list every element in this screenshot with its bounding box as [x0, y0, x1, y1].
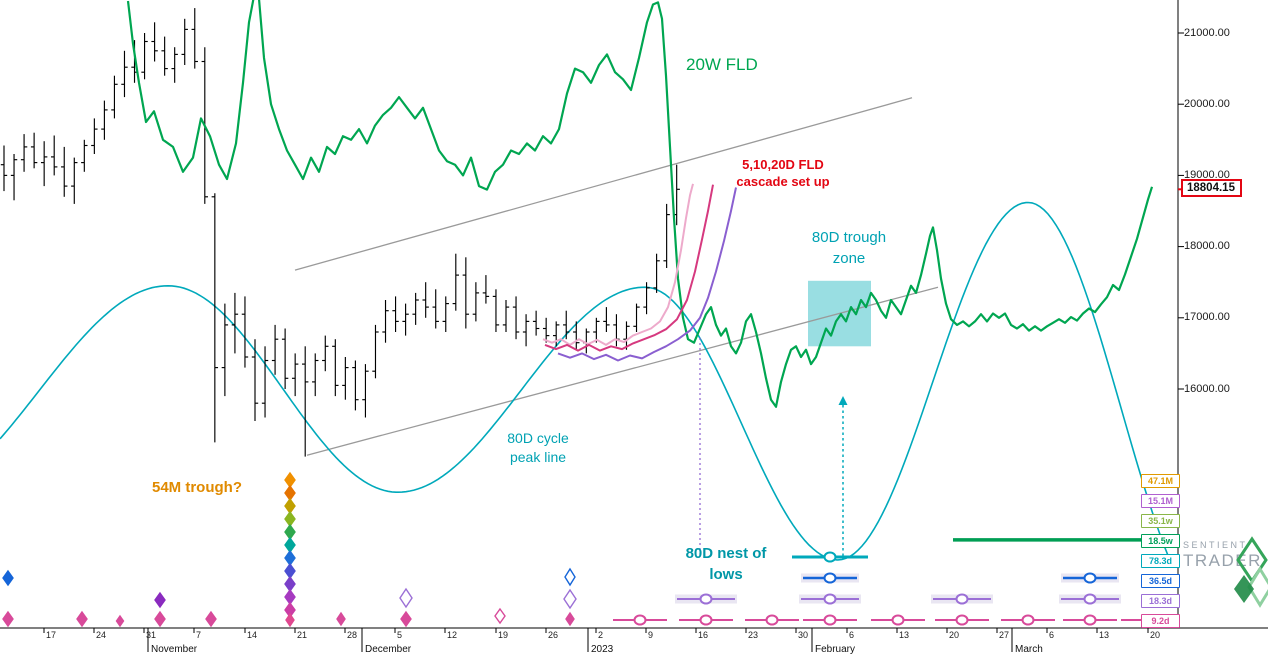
time-axis-tick-label: 20 [949, 630, 960, 640]
annotation-80d-nest-of-lows: 80D nest of lows [670, 543, 782, 585]
time-axis-month-label: December [365, 644, 412, 655]
time-axis-tick-label: 28 [347, 630, 358, 640]
price-axis-label: 17000.00 [1184, 311, 1230, 324]
fld-20w-line [126, 0, 1154, 408]
current-price-badge: 18804.15 [1181, 179, 1242, 198]
time-axis-tick-label: 21 [297, 630, 308, 640]
time-axis-tick-label: 2 [598, 630, 604, 640]
cycle-period-badge-78.3d[interactable]: 78.3d [1141, 554, 1180, 568]
time-axis-month-label: March [1015, 644, 1043, 655]
time-axis-tick-label: 13 [899, 630, 910, 640]
annotation-fld-cascade-line2: cascade set up [736, 174, 830, 189]
time-axis-tick-label: 24 [96, 630, 107, 640]
fld-cascade-lines [542, 183, 737, 362]
projected-trough-markers [613, 551, 1175, 626]
price-axis-label: 21000.00 [1184, 26, 1230, 39]
time-axis-tick-label: 5 [397, 630, 403, 640]
annotation-20w-fld: 20W FLD [686, 55, 758, 74]
annotation-54m-trough: 54M trough? [152, 479, 242, 496]
annotation-80d-nest-line1: 80D nest of [685, 545, 767, 562]
time-axis-month-label: 2023 [591, 644, 614, 655]
annotation-fld-cascade-line1: 5,10,20D FLD [742, 157, 824, 172]
price-axis-label: 20000.00 [1184, 97, 1230, 110]
trough-connectors [699, 338, 848, 556]
annotation-80d-cycle-peak-line1: 80D cycle [507, 430, 569, 446]
time-axis-tick-label: 6 [849, 630, 855, 640]
annotation-80d-trough-zone-line1: 80D trough [811, 229, 887, 246]
cycle-period-badge-18.3d[interactable]: 18.3d [1141, 594, 1180, 608]
time-axis-month-label: February [815, 644, 856, 655]
annotation-fld-cascade: 5,10,20D FLD cascade set up [720, 156, 846, 190]
cycle-80d-sine [0, 201, 1173, 566]
time-axis-tick-label: 30 [798, 630, 809, 640]
cycle-period-badge-35.1w[interactable]: 35.1w [1141, 514, 1180, 528]
time-axis-tick-label: 13 [1099, 630, 1110, 640]
time-axis-tick-label: 12 [447, 630, 458, 640]
price-axis-label: 16000.00 [1184, 382, 1230, 395]
time-axis-tick-label: 31 [146, 630, 157, 640]
time-axis-tick-label: 7 [196, 630, 202, 640]
annotation-80d-trough-zone-line2: zone [832, 250, 866, 267]
time-axis-tick-label: 17 [46, 630, 57, 640]
sentient-trader-logo-icon [1234, 536, 1268, 608]
time-axis-tick-label: 16 [698, 630, 709, 640]
time-axis-month-label: November [151, 644, 198, 655]
historic-trough-diamonds [2, 471, 577, 628]
cycle-period-badge-18.5w[interactable]: 18.5w [1141, 534, 1180, 548]
time-axis-tick-label: 27 [999, 630, 1010, 640]
cycle-period-badge-36.5d[interactable]: 36.5d [1141, 574, 1180, 588]
price-axis-label: 18000.00 [1184, 240, 1230, 253]
trend-channel [294, 97, 939, 456]
time-axis-tick-label: 14 [247, 630, 258, 640]
time-axis-tick-label: 9 [648, 630, 654, 640]
cycle-period-badge-47.1M[interactable]: 47.1M [1141, 474, 1180, 488]
annotation-80d-cycle-peak-line: 80D cycle peak line [494, 429, 582, 467]
cycle-period-badge-15.1M[interactable]: 15.1M [1141, 494, 1180, 508]
ohlc-bars [0, 8, 680, 457]
price-axis-label: 19000.00 [1184, 168, 1230, 181]
time-axis-tick-label: 20 [1150, 630, 1161, 640]
cycle-period-badge-9.2d[interactable]: 9.2d [1141, 614, 1180, 628]
annotation-80d-nest-line2: lows [709, 566, 743, 583]
time-axis-tick-label: 26 [548, 630, 559, 640]
time-axis-tick-label: 6 [1049, 630, 1055, 640]
time-axis-tick-label: 19 [498, 630, 509, 640]
annotation-80d-cycle-peak-line2: peak line [509, 449, 567, 465]
time-axis-tick-label: 23 [748, 630, 759, 640]
logo-text-sentient: SENTIENT [1183, 540, 1248, 550]
annotation-80d-trough-zone: 80D trough zone [798, 227, 900, 269]
